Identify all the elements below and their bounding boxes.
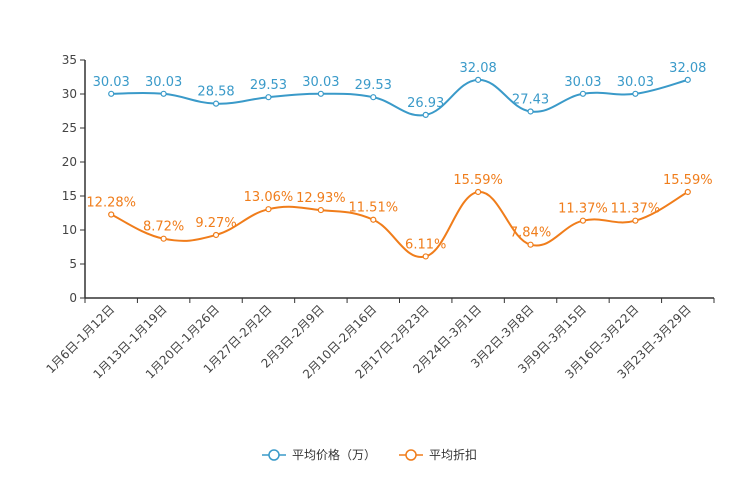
data-label: 27.43 [512,92,549,107]
data-point [212,100,220,107]
legend-marker [268,449,280,461]
data-point [370,216,377,223]
legend: 平均价格（万） 平均折扣 [262,447,477,462]
y-tick-label: 10 [62,223,77,237]
data-label: 30.03 [302,75,339,90]
y-tick-label: 35 [62,53,77,67]
y-tick-label: 0 [69,291,77,305]
data-point [475,76,482,83]
data-point [475,188,482,196]
data-point [422,253,429,260]
x-axis-ticks: 1月6日-1月12日1月13日-1月19日1月20日-1月26日1月27日-2月… [43,298,715,382]
data-label: 8.72% [143,220,184,235]
data-point [265,94,272,101]
data-point [684,188,691,196]
data-label: 29.53 [355,78,392,93]
data-label: 6.11% [405,237,446,252]
data-label: 32.08 [460,61,497,76]
data-label: 29.53 [250,78,287,93]
y-tick-label: 15 [62,189,77,203]
data-point [265,206,272,213]
data-point [108,90,115,97]
data-label: 30.03 [564,75,601,90]
data-point [422,111,429,118]
data-label: 26.93 [407,96,444,111]
series-layer: 30.03 30.03 28.58 29.53 30.03 29.53 26.93 32.08… [86,61,713,260]
y-axis-ticks: 0 5 10 15 20 25 30 35 [62,53,85,305]
data-label: 30.03 [617,75,654,90]
y-tick-label: 20 [62,155,77,169]
data-label: 11.37% [611,202,661,217]
data-label: 12.93% [296,191,346,206]
data-point [579,217,587,224]
data-point [527,241,534,248]
data-label: 7.84% [510,226,551,241]
data-point [684,76,691,83]
data-label: 11.37% [558,202,608,217]
data-point [212,231,220,239]
data-point [160,235,167,242]
data-label: 9.27% [195,216,236,231]
data-label: 30.03 [145,75,182,90]
data-label: 13.06% [244,190,294,205]
data-label: 32.08 [669,61,706,76]
data-label: 30.03 [93,75,130,90]
data-point [632,217,639,224]
data-point [632,90,639,97]
data-point [160,90,167,97]
y-tick-label: 5 [69,257,77,271]
data-point [317,206,324,214]
legend-label: 平均价格（万） [292,447,376,462]
y-tick-label: 30 [62,87,77,101]
legend-item-avg-price: 平均价格（万） [262,447,376,462]
series-avg-price: 30.03 30.03 28.58 29.53 30.03 29.53 26.93 32.08… [93,61,706,118]
data-point [579,90,587,97]
data-label: 12.28% [86,195,136,210]
y-tick-label: 25 [62,121,77,135]
data-label: 15.59% [453,173,503,188]
data-point [370,94,377,101]
series-avg-discount: 12.28% 8.72% 9.27% 13.06% 12.93%11.51% 6.11% 1… [86,173,713,260]
data-label: 15.59% [663,173,713,188]
data-point [108,211,115,218]
legend-marker [405,449,417,461]
legend-label: 平均折扣 [429,447,477,462]
data-label: 11.51% [349,201,399,216]
data-label: 28.58 [197,85,234,100]
legend-item-avg-discount: 平均折扣 [399,447,477,462]
data-point [527,108,534,115]
data-point [317,90,324,97]
